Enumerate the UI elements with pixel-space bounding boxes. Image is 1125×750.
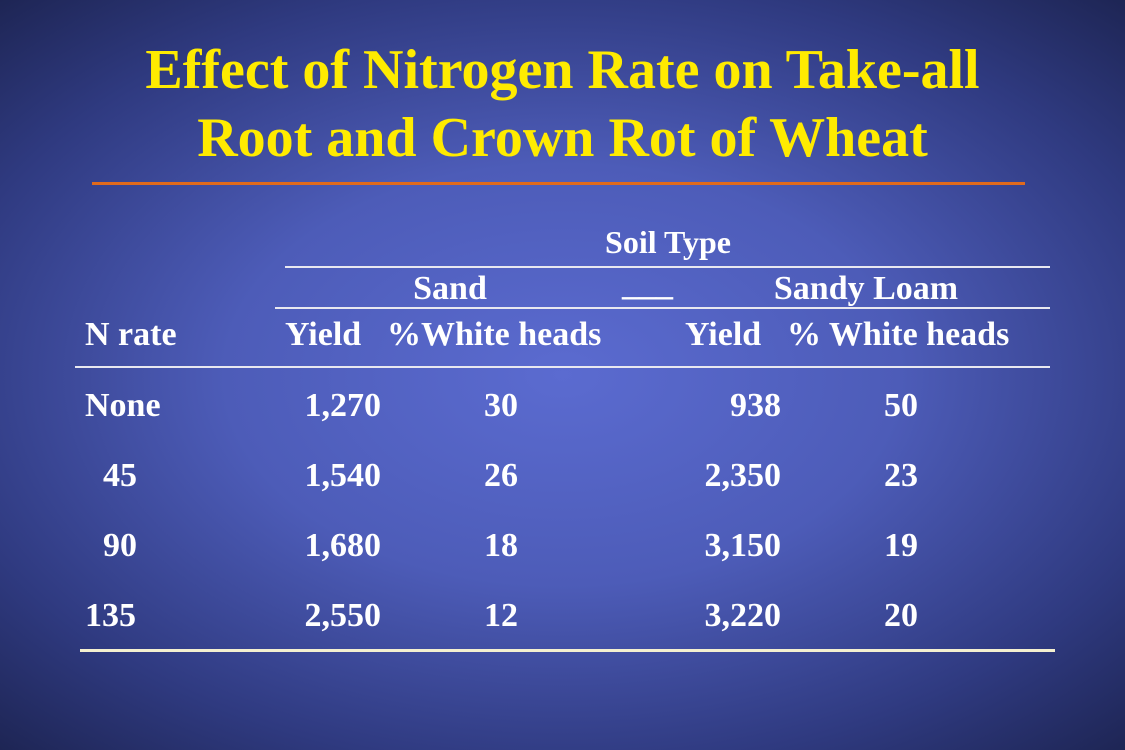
title-rule [92,182,1025,185]
row-label: 90 [103,527,137,564]
title: Effect of Nitrogen Rate on Take-all Root… [145,39,980,169]
column-header: % White heads [787,316,1010,353]
rule [285,266,1050,268]
cell: 1,270 [304,387,382,424]
row-label: 45 [103,457,137,494]
rule [75,366,1050,368]
cell: 1,540 [304,457,382,494]
column-header: N rate [85,316,177,353]
row-label: None [85,387,161,424]
cell: 30 [484,387,518,424]
cell: 2,550 [304,597,382,634]
rule [275,307,1050,309]
cell: 938 [730,387,781,424]
row-label: 135 [85,597,136,634]
cell: 18 [484,527,518,564]
super-header: Soil Type [605,224,731,260]
cell: 3,150 [704,527,782,564]
title-box: Effect of Nitrogen Rate on Take-all Root… [0,36,1125,172]
group-header: Sand [413,270,487,307]
group-separator: ___ [622,266,673,303]
cell: 20 [884,597,918,634]
cell: 3,220 [704,597,782,634]
cell: 50 [884,387,918,424]
column-header: Yield [285,316,362,353]
cell: 19 [884,527,918,564]
rule [80,649,1055,652]
column-header: %White heads [387,316,602,353]
column-header: Yield [685,316,762,353]
cell: 2,350 [704,457,782,494]
cell: 23 [884,457,918,494]
group-header: Sandy Loam [773,270,959,307]
cell: 1,680 [304,527,382,564]
cell: 12 [484,597,518,634]
cell: 26 [484,457,518,494]
